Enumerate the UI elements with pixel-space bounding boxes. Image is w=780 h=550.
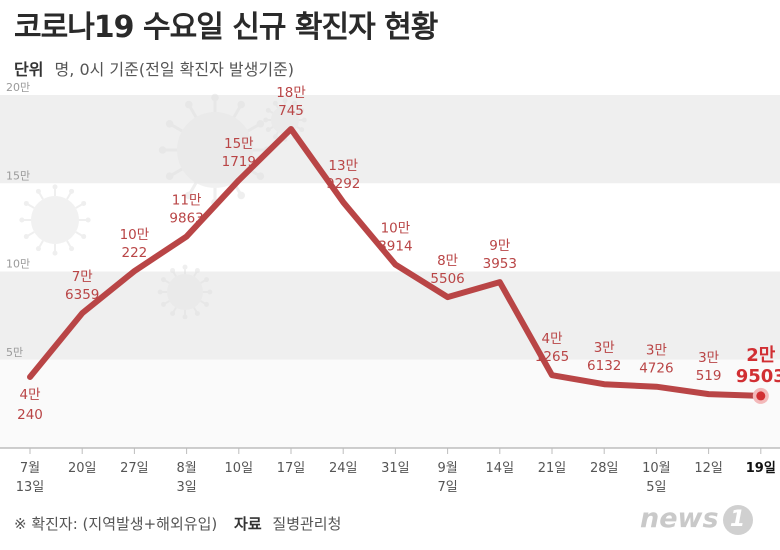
data-point (601, 381, 607, 387)
data-label: 7만 (72, 269, 93, 285)
x-tick-label: 17일 (277, 461, 306, 476)
grid-band (0, 271, 780, 360)
data-label: 240 (17, 407, 43, 423)
data-point (392, 262, 398, 268)
x-tick-label: 24일 (329, 461, 358, 476)
x-tick-label: 7월 (20, 461, 40, 476)
data-label: 222 (122, 245, 148, 261)
data-label: 4726 (639, 361, 673, 377)
data-label: 2만 (746, 345, 776, 366)
data-label: 3953 (483, 256, 517, 272)
data-label: 9863 (169, 210, 203, 226)
data-label: 18만 (276, 85, 306, 101)
data-point (497, 279, 503, 285)
data-point (340, 199, 346, 205)
data-label: 3914 (378, 239, 412, 255)
data-label: 4만 (19, 387, 40, 403)
data-label: 10만 (120, 227, 150, 243)
x-tick-label: 8월 (176, 461, 196, 476)
data-point (706, 391, 712, 397)
data-label: 9503 (736, 366, 780, 387)
data-point (184, 233, 190, 239)
data-label: 11만 (172, 192, 202, 208)
data-point (756, 391, 766, 401)
page-title: 코로나19 수요일 신규 확진자 현황 (14, 10, 438, 45)
data-label: 8만 (437, 253, 458, 269)
unit-note: 단위 명, 0시 기준(전일 확진자 발생기준) (14, 56, 294, 80)
unit-text: 명, 0시 기준(전일 확진자 발생기준) (54, 60, 295, 79)
x-tick-label: 5일 (646, 480, 666, 495)
data-label: 9292 (326, 176, 360, 192)
data-label: 1719 (222, 154, 256, 170)
grid-band (0, 95, 780, 184)
logo-word: news (640, 503, 719, 534)
x-tick-label: 20일 (68, 461, 97, 476)
data-label: 3만 (698, 350, 719, 366)
grid-band (0, 359, 780, 448)
x-tick-label: 14일 (486, 461, 515, 476)
data-label: 3만 (646, 343, 667, 359)
x-tick-label: 9월 (437, 461, 457, 476)
data-point (236, 177, 242, 183)
data-point (549, 372, 555, 378)
data-label: 9만 (489, 238, 510, 254)
source-name: 질병관리청 (272, 515, 342, 533)
virus-icon (158, 93, 272, 207)
data-label: 3만 (594, 340, 615, 356)
data-point (288, 126, 294, 132)
data-point (131, 268, 137, 274)
data-label: 6359 (65, 287, 99, 303)
unit-label: 단위 (14, 60, 44, 79)
y-tick-label: 5만 (6, 346, 23, 359)
virus-icon (19, 184, 91, 256)
y-tick-label: 10만 (6, 258, 30, 271)
data-point (27, 374, 33, 380)
x-tick-label: 3일 (176, 480, 196, 495)
data-label: 745 (278, 103, 304, 119)
virus-icon (157, 264, 213, 320)
source-label: 자료 (234, 515, 262, 533)
data-label: 15만 (224, 136, 254, 152)
y-tick-label: 15만 (6, 169, 30, 182)
data-label: 10만 (381, 221, 411, 237)
news1-logo: news 1 (640, 503, 753, 535)
x-tick-label: 10일 (225, 461, 254, 476)
data-label: 5506 (430, 271, 464, 287)
data-label: 13만 (328, 158, 358, 174)
y-tick-label: 20만 (6, 81, 30, 94)
data-label: 4만 (541, 331, 562, 347)
footnote: ※ 확진자: (지역발생+해외유입) (14, 515, 218, 533)
data-label: 6132 (587, 358, 621, 374)
x-tick-label: 10월 (642, 461, 671, 476)
x-tick-label: 12일 (694, 461, 723, 476)
x-tick-label: 28일 (590, 461, 619, 476)
data-point (653, 384, 659, 390)
logo-mark: 1 (722, 505, 753, 535)
x-tick-label: 19일 (746, 461, 776, 476)
x-tick-label: 31일 (381, 461, 410, 476)
x-tick-label: 27일 (120, 461, 149, 476)
data-label: 519 (696, 368, 722, 384)
data-point (445, 294, 451, 300)
x-tick-label: 13일 (16, 480, 45, 495)
data-label: 1265 (535, 349, 569, 365)
x-tick-label: 7일 (437, 480, 457, 495)
x-tick-label: 21일 (538, 461, 567, 476)
data-point (79, 310, 85, 316)
footer-note: ※ 확진자: (지역발생+해외유입) 자료 질병관리청 (14, 513, 341, 534)
